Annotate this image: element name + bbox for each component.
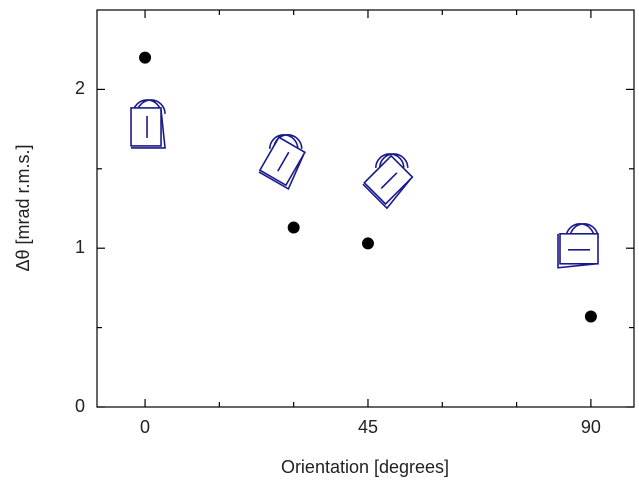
- dot: [288, 222, 300, 234]
- icon-box: [364, 156, 412, 204]
- icon-box: [260, 137, 305, 185]
- icon-box: [560, 234, 598, 264]
- icon-body: [558, 234, 598, 268]
- icon-marker: [363, 154, 415, 208]
- x-tick-label: 45: [358, 417, 378, 437]
- icon-marker: [131, 100, 165, 148]
- dot: [585, 310, 597, 322]
- y-tick-label: 0: [75, 396, 85, 416]
- icon-box: [131, 108, 161, 146]
- x-axis-title: Orientation [degrees]: [281, 457, 449, 477]
- icon-marker: [259, 135, 308, 189]
- icon-marker: [558, 224, 598, 268]
- dot: [139, 52, 151, 64]
- x-tick-label: 90: [581, 417, 601, 437]
- y-axis-title: Δθ [mrad r.m.s.]: [13, 144, 33, 271]
- icon-body: [131, 108, 165, 148]
- dot: [362, 237, 374, 249]
- chart: Orientation [degrees] Δθ [mrad r.m.s.] 0…: [0, 0, 639, 485]
- plot-frame: [97, 10, 634, 407]
- x-tick-label: 0: [140, 417, 150, 437]
- y-tick-label: 2: [75, 78, 85, 98]
- y-tick-label: 1: [75, 237, 85, 257]
